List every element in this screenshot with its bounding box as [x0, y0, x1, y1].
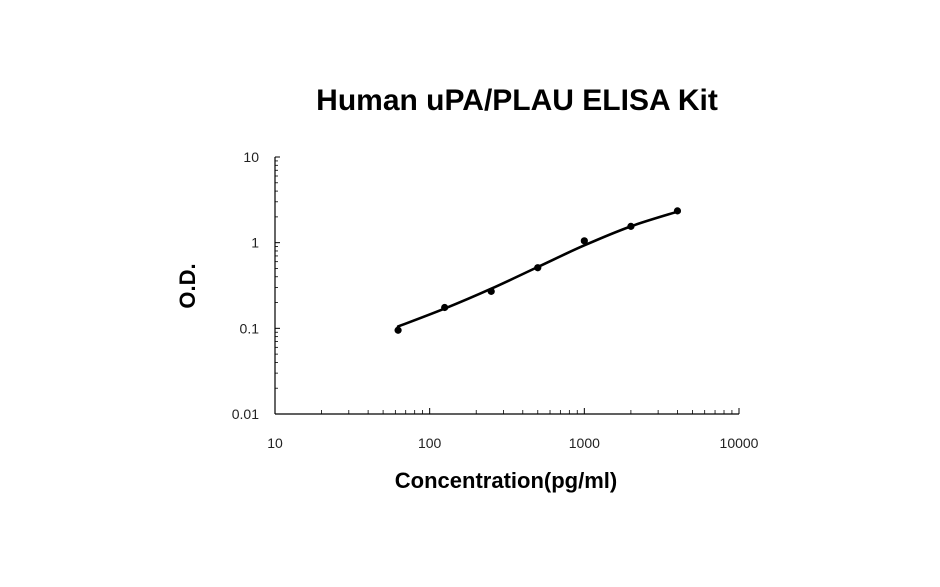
axes: 10 1 0.1 0.01 10 100 1000 10000	[232, 149, 759, 451]
y-tick-label: 0.01	[232, 406, 259, 422]
data-point	[534, 264, 542, 272]
y-tick-label: 0.1	[240, 320, 260, 336]
data-point	[627, 222, 635, 230]
chart-title: Human uPA/PLAU ELISA Kit	[316, 84, 718, 117]
x-tick-label: 100	[418, 435, 442, 451]
data-points-layer	[394, 207, 682, 334]
data-point	[673, 207, 682, 215]
x-axis-label: Concentration(pg/ml)	[394, 468, 618, 493]
x-tick-label: 1000	[569, 435, 600, 451]
x-tick-label: 10	[267, 435, 283, 451]
y-tick-label: 1	[251, 235, 259, 251]
y-tick-label: 10	[243, 149, 259, 165]
x-tick-label: 10000	[720, 435, 759, 451]
data-point	[487, 287, 495, 295]
data-point	[394, 326, 402, 334]
data-point	[441, 303, 449, 312]
data-point	[580, 237, 588, 245]
